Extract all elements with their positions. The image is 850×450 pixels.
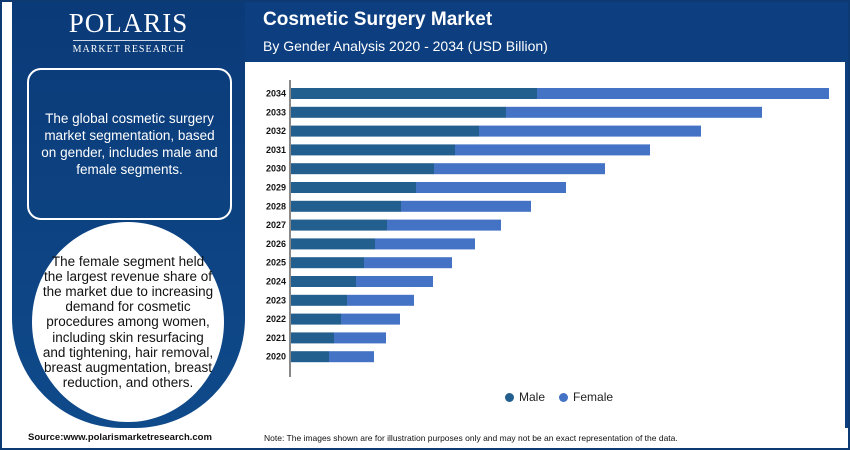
bar-male-2028 (291, 200, 401, 212)
y-tick-label: 2031 (266, 145, 286, 155)
chart-subtitle: By Gender Analysis 2020 - 2034 (USD Bill… (263, 38, 548, 54)
bar-male-2027 (291, 219, 387, 231)
bar-female-2033 (506, 106, 762, 118)
y-tick-label: 2034 (266, 89, 286, 99)
polaris-logo: POLARIS MARKET RESEARCH (12, 8, 245, 55)
bar-female-2023 (347, 294, 414, 306)
y-tick-label: 2032 (266, 126, 286, 136)
bar-chart: 2034 2033 2032 2031 2030 2029 2028 2027 2026 2025… (266, 80, 829, 377)
legend: Male Female (505, 390, 613, 404)
legend-label-male: Male (519, 390, 546, 404)
y-tick-label: 2021 (266, 333, 286, 343)
bar-female-2027 (387, 219, 501, 231)
bar-male-2031 (291, 144, 455, 156)
logo-name: POLARIS (68, 8, 189, 38)
bar-male-2020 (291, 351, 329, 363)
y-tick-label: 2023 (266, 295, 286, 305)
y-tick-label: 2026 (266, 239, 286, 249)
source-text: Source:www.polarismarketresearch.com (28, 432, 212, 443)
bar-female-2032 (479, 125, 701, 137)
bar-female-2022 (341, 313, 400, 325)
bar-female-2026 (375, 238, 475, 250)
bar-female-2031 (455, 144, 650, 156)
y-tick-label: 2022 (266, 314, 286, 324)
bar-female-2020 (329, 351, 374, 363)
bar-male-2022 (291, 313, 341, 325)
bar-male-2026 (291, 238, 375, 250)
y-tick-label: 2025 (266, 258, 286, 268)
bar-female-2025 (364, 257, 452, 269)
bar-male-2034 (291, 88, 537, 99)
right-edge (845, 62, 848, 428)
insight-circle: The female segment held the largest reve… (32, 222, 224, 422)
bar-male-2029 (291, 182, 416, 193)
y-tick-label: 2029 (266, 183, 286, 193)
legend-female: Female (559, 390, 613, 404)
bar-male-2024 (291, 276, 356, 287)
chart-title: Cosmetic Surgery Market (263, 9, 493, 30)
chart-header: Cosmetic Surgery Market By Gender Analys… (245, 2, 848, 62)
y-tick-label: 2024 (266, 277, 286, 287)
y-tick-label: 2033 (266, 107, 286, 117)
footer: Source:www.polarismarketresearch.com Not… (0, 428, 850, 450)
logo-sub: MARKET RESEARCH (72, 44, 185, 55)
bar-female-2029 (416, 182, 566, 193)
note-text: Note: The images shown are for illustrat… (264, 433, 678, 443)
legend-dot-male (505, 393, 514, 402)
bar-female-2024 (356, 276, 433, 287)
bar-female-2030 (434, 163, 605, 175)
legend-dot-female (559, 393, 569, 402)
bar-male-2025 (291, 257, 364, 269)
y-tick-label: 2030 (266, 164, 286, 174)
bar-male-2030 (291, 163, 434, 175)
legend-male: Male (505, 390, 545, 404)
legend-label-female: Female (573, 390, 614, 404)
bar-male-2032 (291, 125, 479, 137)
y-tick-label: 2028 (266, 201, 286, 211)
bar-male-2033 (291, 106, 506, 118)
bar-female-2028 (401, 200, 531, 212)
y-tick-label: 2020 (266, 352, 286, 362)
bar-male-2023 (291, 294, 347, 306)
summary-box: The global cosmetic surgery market segme… (27, 68, 232, 220)
y-tick-label: 2027 (266, 220, 286, 230)
bar-female-2021 (334, 332, 386, 344)
bar-male-2021 (291, 332, 334, 344)
logo-divider (72, 40, 185, 41)
bar-female-2034 (537, 88, 829, 99)
